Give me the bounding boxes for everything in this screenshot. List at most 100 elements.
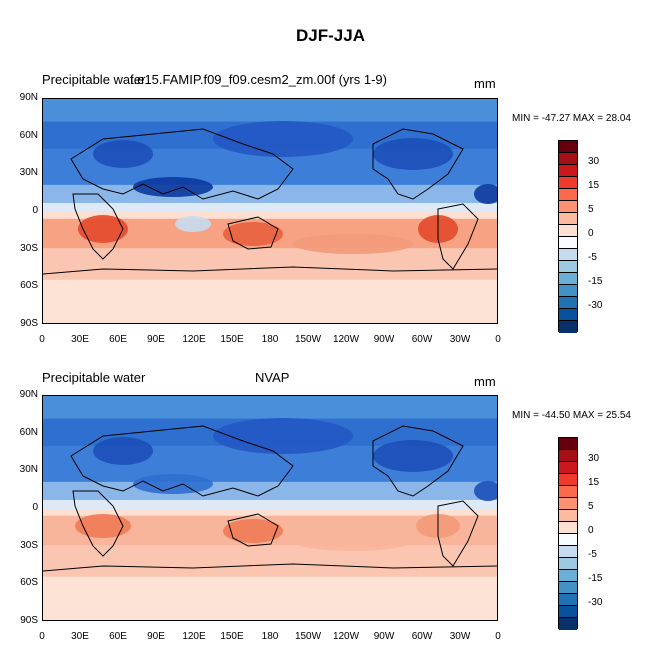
lon-tick-label: 180 [261, 631, 279, 642]
panel-center-title: f.e15.FAMIP.f09_f09.cesm2_zm.00f (yrs 1-… [130, 72, 387, 87]
field-band [43, 545, 497, 578]
colorbar-segment [559, 249, 577, 261]
lon-tick-label: 0 [495, 631, 501, 642]
lon-tick-label: 30W [449, 631, 471, 642]
lon-tick-label: 90W [373, 631, 395, 642]
colorbar-segment [559, 237, 577, 249]
field-anomaly [373, 138, 453, 170]
lon-tick-label: 60E [109, 334, 127, 345]
lon-tick-label: 150W [294, 334, 322, 345]
coastline [437, 500, 479, 567]
panel-center-title: NVAP [255, 370, 290, 385]
map-svg [43, 99, 497, 323]
lon-tick-label: 0 [39, 631, 45, 642]
colorbar-tick-label: 5 [588, 501, 594, 512]
field-band [43, 576, 497, 620]
field-anomaly [213, 121, 353, 157]
coastline [437, 203, 479, 270]
lon-tick-label: 120E [182, 334, 206, 345]
coastline [70, 425, 294, 497]
lon-tick-label: 90W [373, 334, 395, 345]
panel-units: mm [474, 76, 496, 91]
colorbar-segment [559, 606, 577, 618]
figure-title: DJF-JJA [296, 26, 365, 45]
field-anomaly [133, 474, 213, 494]
colorbar-tick-label: 0 [588, 525, 594, 536]
colorbar-segment [559, 297, 577, 309]
field-anomaly [175, 216, 211, 232]
panel-left-title: Precipitable water [42, 370, 146, 385]
lon-tick-label: 30E [71, 631, 89, 642]
coastline [227, 216, 279, 250]
colorbar-segment [559, 474, 577, 486]
field-anomaly [133, 177, 213, 197]
lat-tick-label: 90N [19, 92, 38, 103]
lat-tick-label: 30S [20, 242, 38, 254]
field-band [43, 99, 497, 123]
map-model-difference [42, 98, 498, 324]
colorbar-segment [559, 570, 577, 582]
colorbar-tick-label: -15 [588, 276, 603, 287]
panel-units: mm [474, 374, 496, 389]
panel-model: Precipitable water f.e15.FAMIP.f09_f09.c… [0, 70, 661, 370]
minmax-model: MIN = -47.27 MAX = 28.04 [512, 113, 631, 124]
field-band [43, 396, 497, 420]
field-anomaly [223, 519, 283, 543]
colorbar-tick-label: 30 [588, 156, 600, 167]
colorbar-segment [559, 177, 577, 189]
field-anomaly [474, 481, 497, 501]
lat-tick-label: 60S [20, 577, 38, 589]
colorbar-segment [559, 558, 577, 570]
colorbar-segment [559, 582, 577, 594]
lon-tick-label: 30E [71, 334, 89, 345]
field-band [43, 279, 497, 323]
colorbar-segment [559, 534, 577, 546]
colorbar-tick-label: 15 [588, 477, 600, 488]
colorbar-tick-label: -5 [588, 252, 597, 263]
lat-tick-label: 60S [20, 280, 38, 292]
minmax-obs: MIN = -44.50 MAX = 25.54 [512, 410, 631, 421]
colorbar-tick-label: -30 [588, 597, 603, 608]
colorbar-segment [559, 309, 577, 321]
field-anomaly [93, 140, 153, 168]
field-band [43, 202, 497, 213]
colorbar-segment [559, 498, 577, 510]
panel-left-title: Precipitable water [42, 72, 146, 87]
field-band [43, 509, 497, 517]
colorbar-tick-label: -5 [588, 549, 597, 560]
field-anomaly [293, 531, 413, 551]
colorbar-segment [559, 462, 577, 474]
lat-tick-label: 30S [20, 539, 38, 551]
colorbar-segment [559, 273, 577, 285]
lon-tick-label: 90E [147, 631, 165, 642]
coastline [372, 425, 464, 497]
colorbar-segment [559, 522, 577, 534]
field-anomaly [213, 418, 353, 454]
lat-tick-label: 30N [19, 464, 38, 476]
colorbar-tick-label: -15 [588, 573, 603, 584]
lat-tick-label: 0 [32, 502, 38, 513]
lat-tick-label: 60N [19, 426, 38, 438]
lat-tick-label: 90S [20, 318, 38, 329]
coastline [43, 563, 497, 572]
lon-tick-label: 150E [220, 631, 244, 642]
colorbar-tick-label: 15 [588, 180, 600, 191]
field-anomaly [293, 234, 413, 254]
field-anomaly [78, 215, 128, 243]
colorbar-segment [559, 165, 577, 177]
colorbar-segment [559, 546, 577, 558]
colorbar-segment [559, 213, 577, 225]
coastline [227, 513, 279, 547]
field-anomaly [223, 222, 283, 246]
field-anomaly [373, 440, 453, 472]
colorbar-segment [559, 618, 577, 630]
lon-tick-label: 150W [294, 631, 322, 642]
colorbar-tick-label: 0 [588, 228, 594, 239]
colorbar-segment [559, 189, 577, 201]
lon-tick-label: 120W [332, 631, 360, 642]
lon-tick-label: 120E [182, 631, 206, 642]
colorbar-tick-label: 30 [588, 453, 600, 464]
colorbar-segment [559, 261, 577, 273]
panel-obs: Precipitable water NVAP mm [0, 368, 661, 668]
field-anomaly [474, 184, 497, 204]
